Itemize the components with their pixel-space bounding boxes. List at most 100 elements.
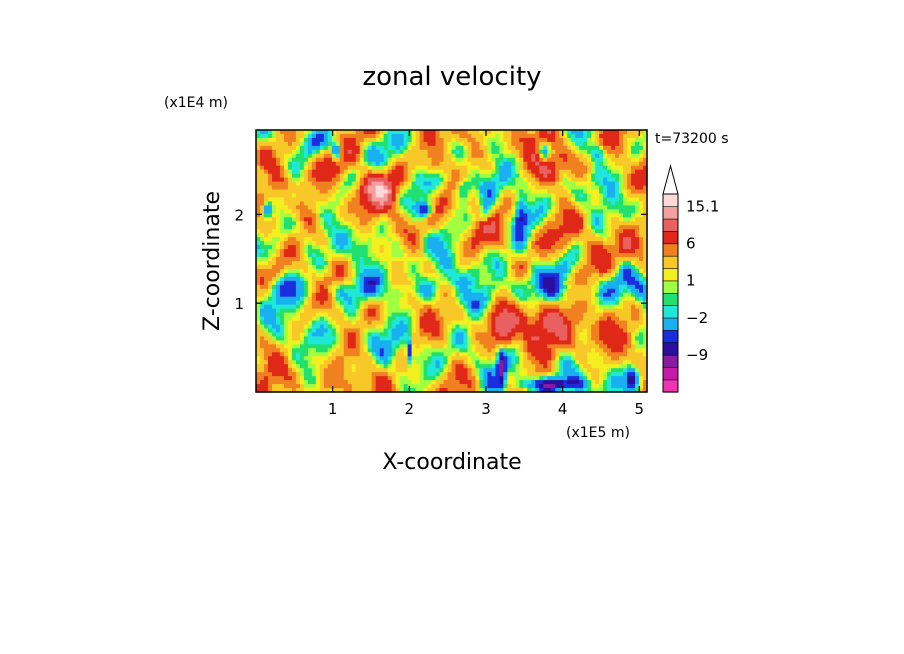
heatmap-cell [387, 272, 393, 278]
heatmap-cell [511, 217, 516, 222]
heatmap-cell [359, 149, 365, 155]
heatmap-cell [411, 185, 417, 191]
heatmap-cell [423, 173, 429, 179]
heatmap-cell [307, 229, 313, 234]
heatmap-cell [375, 153, 381, 159]
heatmap-cell [299, 328, 305, 334]
heatmap-cell [419, 233, 425, 238]
heatmap-cell [595, 257, 600, 262]
heatmap-cell [371, 225, 377, 230]
heatmap-cell [571, 205, 576, 210]
heatmap-cell [487, 209, 492, 214]
heatmap-cell [423, 268, 429, 274]
heatmap-cell [303, 264, 309, 270]
heatmap-cell [451, 197, 457, 203]
heatmap-cell [575, 209, 580, 214]
heatmap-cell [435, 280, 441, 286]
heatmap-cell [319, 133, 325, 139]
heatmap-cell [607, 130, 612, 135]
heatmap-cell [499, 213, 504, 218]
heatmap-cell [563, 264, 568, 270]
heatmap-cell [459, 296, 465, 302]
heatmap-cell [256, 181, 261, 187]
heatmap-cell [423, 245, 429, 250]
heatmap-cell [535, 149, 540, 155]
heatmap-cell [347, 284, 353, 290]
heatmap-cell [499, 276, 504, 282]
heatmap-cell [459, 257, 465, 262]
heatmap-cell [299, 257, 305, 262]
heatmap-cell [351, 261, 357, 266]
heatmap-cell [427, 268, 433, 274]
heatmap-cell [391, 261, 397, 266]
heatmap-cell [447, 213, 453, 218]
heatmap-cell [627, 201, 632, 207]
heatmap-cell [379, 189, 385, 195]
heatmap-cell [295, 304, 301, 310]
heatmap-cell [271, 213, 277, 218]
heatmap-cell [503, 261, 508, 266]
heatmap-cell [535, 189, 540, 195]
heatmap-cell [471, 257, 477, 262]
heatmap-cell [267, 276, 273, 282]
heatmap-cell [427, 189, 433, 195]
heatmap-cell [531, 193, 536, 199]
heatmap-cell [415, 181, 421, 187]
heatmap-cell [431, 264, 437, 270]
heatmap-cell [599, 308, 604, 314]
heatmap-cell [323, 272, 329, 278]
heatmap-cell [587, 141, 592, 147]
heatmap-cell [307, 308, 313, 314]
heatmap-cell [403, 328, 409, 334]
heatmap-cell [319, 316, 325, 322]
heatmap-cell [263, 133, 269, 139]
heatmap-cell [643, 189, 648, 195]
heatmap-cell [551, 181, 556, 187]
heatmap-cell [287, 161, 293, 167]
heatmap-cell [535, 153, 540, 159]
heatmap-cell [355, 328, 361, 334]
heatmap-cell [579, 296, 584, 302]
heatmap-cell [256, 213, 261, 218]
heatmap-cell [415, 268, 421, 274]
heatmap-cell [351, 253, 357, 258]
heatmap-cell [331, 292, 337, 298]
heatmap-cell [427, 201, 433, 207]
heatmap-cell [503, 137, 508, 143]
heatmap-cell [355, 217, 361, 222]
heatmap-cell [383, 189, 389, 195]
heatmap-cell [615, 292, 620, 298]
heatmap-cell [415, 249, 421, 254]
heatmap-cell [571, 169, 576, 175]
heatmap-cell [327, 288, 333, 294]
heatmap-cell [471, 181, 477, 187]
heatmap-cell [403, 268, 409, 274]
heatmap-cell [287, 213, 293, 218]
heatmap-cell [415, 320, 421, 326]
heatmap-cell [443, 253, 449, 258]
heatmap-cell [439, 241, 445, 246]
heatmap-cell [359, 284, 365, 290]
heatmap-cell [563, 181, 568, 187]
heatmap-cell [519, 130, 524, 135]
heatmap-cell [579, 221, 584, 226]
heatmap-cell [275, 264, 281, 270]
heatmap-cell [439, 288, 445, 294]
heatmap-cell [379, 261, 385, 266]
heatmap-cell [283, 284, 289, 290]
heatmap-cell [327, 296, 333, 302]
heatmap-cell [299, 288, 305, 294]
heatmap-cell [439, 261, 445, 266]
heatmap-cell [455, 161, 461, 167]
heatmap-cell [391, 225, 397, 230]
heatmap-cell [439, 217, 445, 222]
heatmap-cell [571, 245, 576, 250]
heatmap-cell [595, 320, 600, 326]
heatmap-cell [363, 261, 369, 266]
heatmap-cell [471, 312, 477, 318]
heatmap-cell [351, 324, 357, 330]
heatmap-cell [343, 173, 349, 179]
heatmap-cell [439, 316, 445, 322]
heatmap-cell [383, 133, 389, 139]
heatmap-cell [479, 201, 485, 207]
